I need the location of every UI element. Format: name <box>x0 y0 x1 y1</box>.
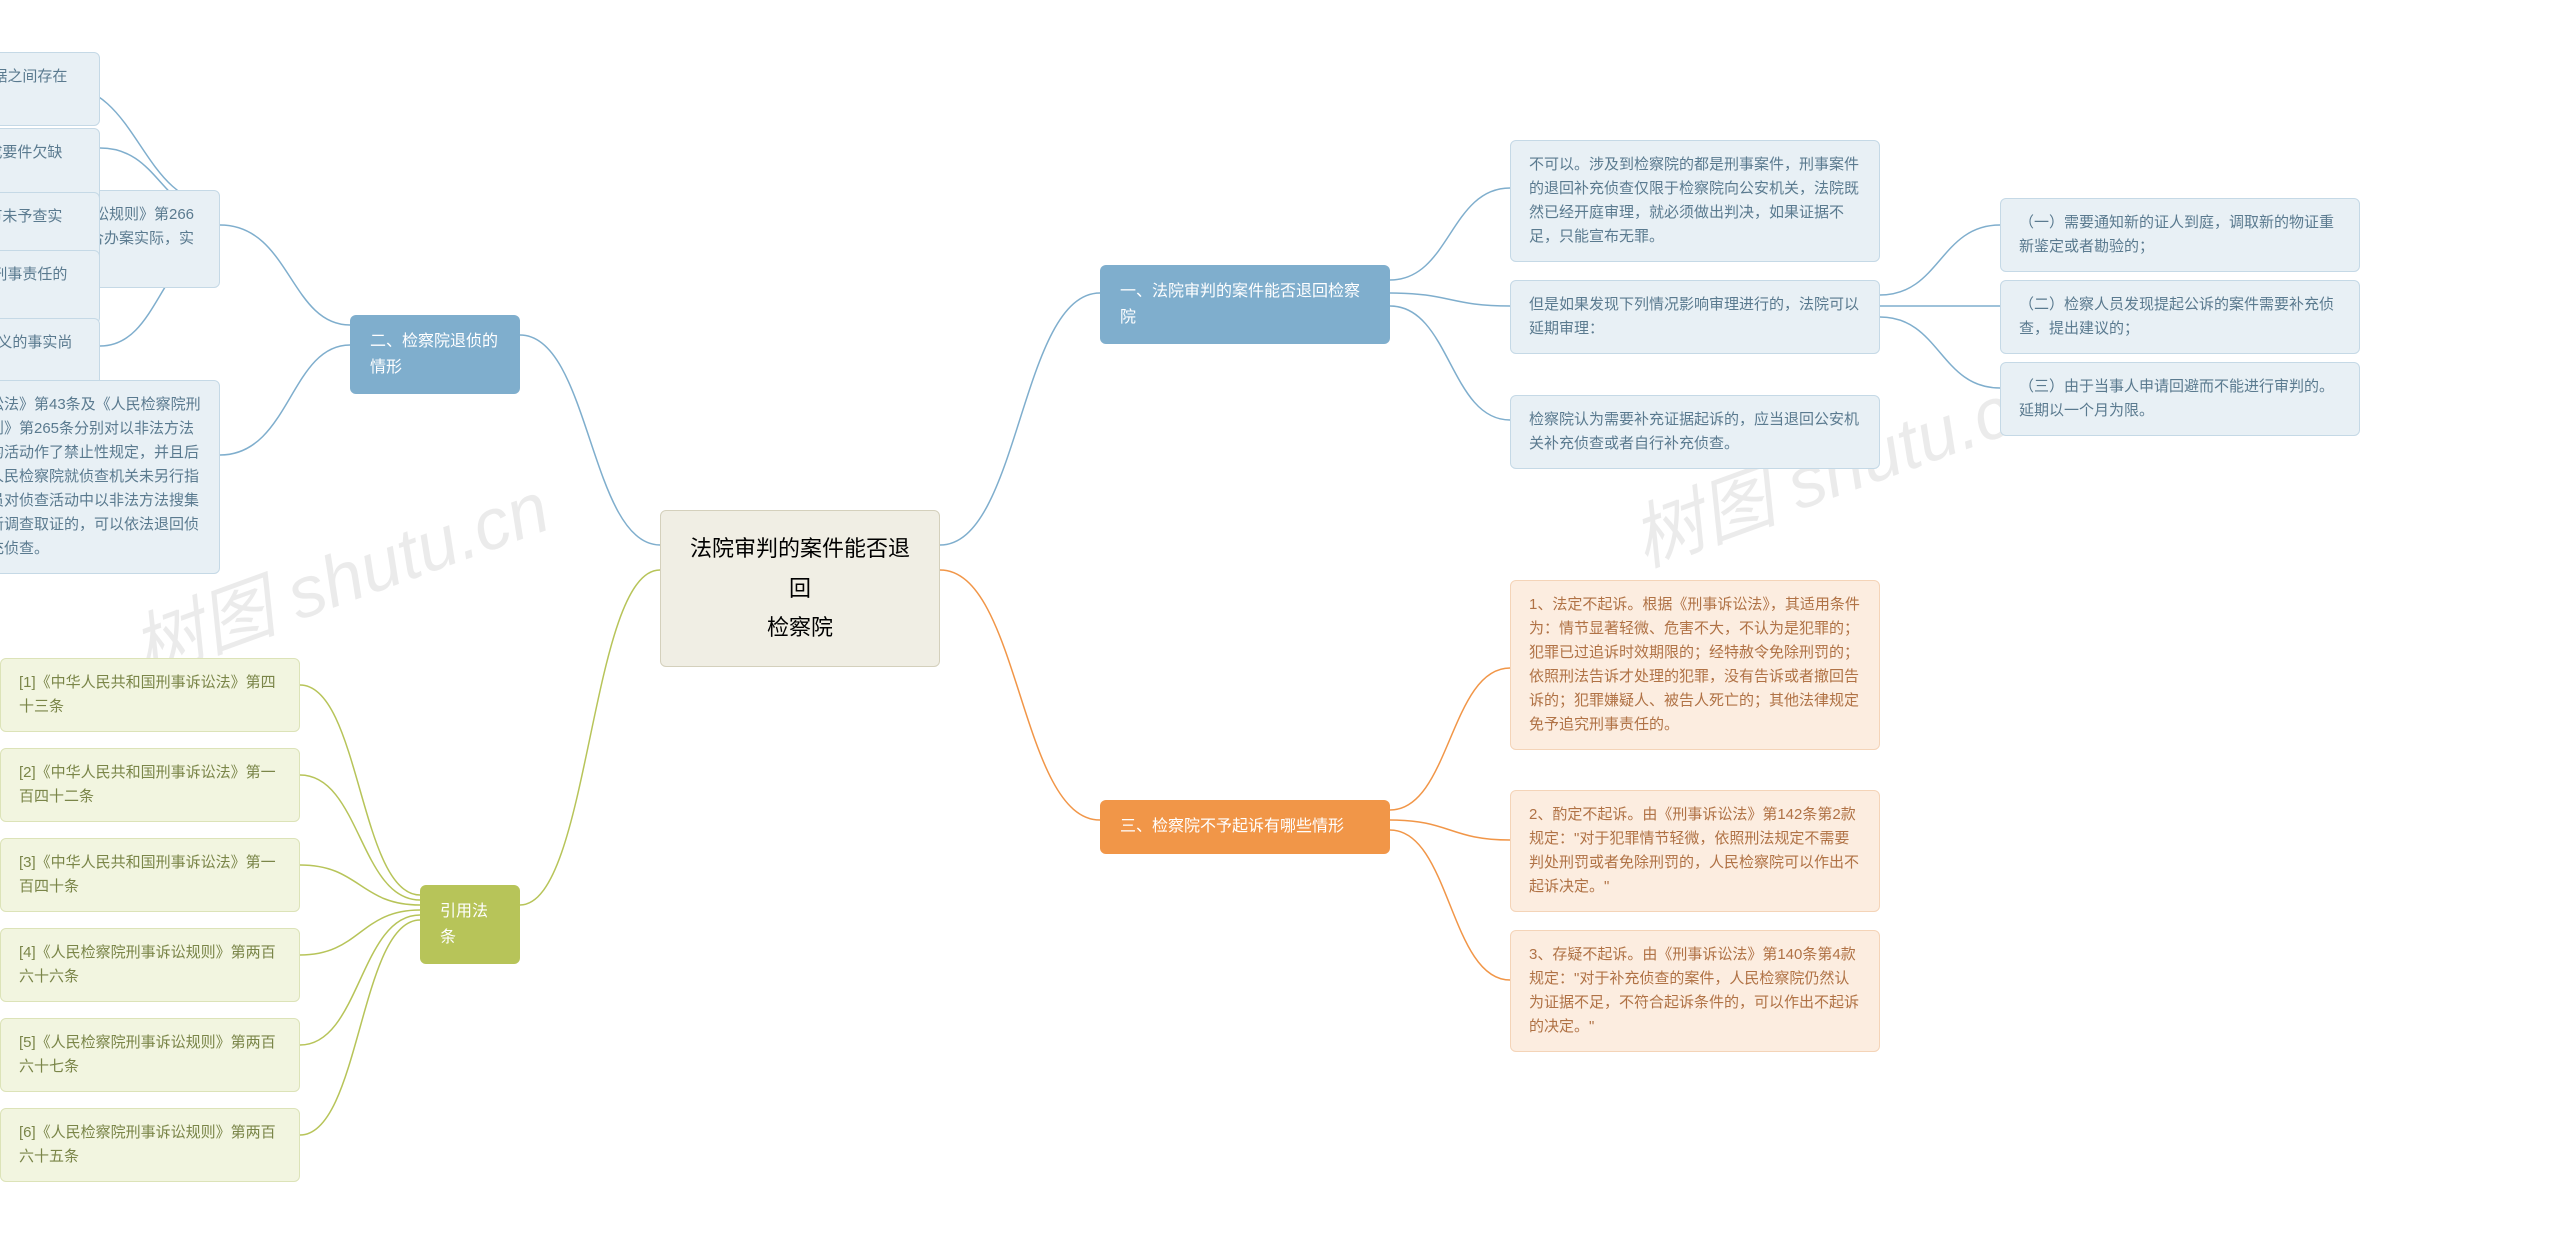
branch4-n5: [5]《人民检察院刑事诉讼规则》第两百六十七条 <box>0 1018 300 1092</box>
branch1-n1: 不可以。涉及到检察院的都是刑事案件，刑事案件的退回补充侦查仅限于检察院向公安机关… <box>1510 140 1880 262</box>
branch3-n1: 1、法定不起诉。根据《刑事诉讼法》，其适用条件为：情节显著轻微、危害不大，不认为… <box>1510 580 1880 750</box>
branch1-n3: 检察院认为需要补充证据起诉的，应当退回公安机关补充侦查或者自行补充侦查。 <box>1510 395 1880 469</box>
branch4-n1: [1]《中华人民共和国刑事诉讼法》第四十三条 <box>0 658 300 732</box>
branch3-n3: 3、存疑不起诉。由《刑事诉讼法》第140条第4款规定："对于补充侦查的案件，人民… <box>1510 930 1880 1052</box>
branch3-title: 三、检察院不予起诉有哪些情形 <box>1100 800 1390 854</box>
connector-layer <box>0 0 2560 1235</box>
branch1-title: 一、法院审判的案件能否退回检察院 <box>1100 265 1390 344</box>
branch4-title: 引用法条 <box>420 885 520 964</box>
branch4-n2: [2]《中华人民共和国刑事诉讼法》第一百四十二条 <box>0 748 300 822</box>
branch2-n1a: 1、主要犯罪事实不清、主要证据之间存在矛盾的； <box>0 52 100 126</box>
branch1-n2b: （二）检察人员发现提起公诉的案件需要补充侦查，提出建议的； <box>2000 280 2360 354</box>
branch2-n1d: 4、遗漏重要犯罪事实及应追究刑事责任的同案犯罪嫌疑人的； <box>0 250 100 324</box>
root-node: 法院审判的案件能否退回检察院 <box>660 510 940 667</box>
branch1-n2c: （三）由于当事人申请回避而不能进行审判的。延期以一个月为限。 <box>2000 362 2360 436</box>
branch2-title: 二、检察院退侦的情形 <box>350 315 520 394</box>
branch4-n6: [6]《人民检察院刑事诉讼规则》第两百六十五条 <box>0 1108 300 1182</box>
branch4-n4: [4]《人民检察院刑事诉讼规则》第两百六十六条 <box>0 928 300 1002</box>
branch2-n2: 《刑事诉讼法》第43条及《人民检察院刑事诉讼规则》第265条分别对以非法方法搜集… <box>0 380 220 574</box>
branch2-n1b: 2、犯罪构成要件欠缺的； <box>0 128 100 202</box>
branch1-n2a: （一）需要通知新的证人到庭，调取新的物证重新鉴定或者勘验的； <box>2000 198 2360 272</box>
branch1-n2: 但是如果发现下列情况影响审理进行的，法院可以延期审理： <box>1510 280 1880 354</box>
branch4-n3: [3]《中华人民共和国刑事诉讼法》第一百四十条 <box>0 838 300 912</box>
branch3-n2: 2、酌定不起诉。由《刑事诉讼法》第142条第2款规定："对于犯罪情节轻微，依照刑… <box>1510 790 1880 912</box>
